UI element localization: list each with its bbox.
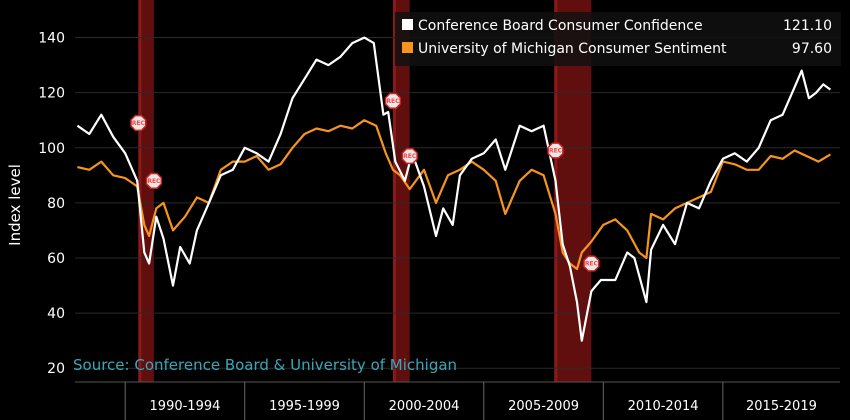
x-tick-label-1990-1994: 1990-1994 <box>150 399 221 414</box>
x-tick-label-1995-1999: 1995-1999 <box>269 399 340 414</box>
recession-marker-0 <box>130 114 147 132</box>
recession-marker-label-3: REC <box>403 153 417 160</box>
y-tick-label-140: 140 <box>38 31 65 47</box>
legend-swatch-sentiment <box>402 42 413 53</box>
recession-marker-label-5: REC <box>585 261 599 268</box>
x-tick-label-2010-2014: 2010-2014 <box>628 399 699 414</box>
recession-marker-4 <box>547 142 564 159</box>
recession-marker-5 <box>583 255 600 272</box>
x-tick-label-2000-2004: 2000-2004 <box>389 399 460 414</box>
recession-marker-label-2: REC <box>386 98 400 105</box>
recession-band-0 <box>138 0 154 382</box>
x-tick-label-2015-2019: 2015-2019 <box>746 399 817 414</box>
source-note: Source: Conference Board & University of… <box>73 356 457 374</box>
y-tick-label-60: 60 <box>47 251 65 267</box>
x-tick-label-2005-2009: 2005-2009 <box>508 399 579 414</box>
series-lines <box>76 36 832 342</box>
legend-value-sentiment: 97.60 <box>792 41 832 57</box>
y-tick-label-100: 100 <box>38 141 65 157</box>
recession-marker-label-0: REC <box>132 120 146 127</box>
y-tick-label-40: 40 <box>47 306 65 322</box>
y-tick-label-20: 20 <box>47 361 65 377</box>
y-tick-labels: 20 40 60 80 100 120 140 <box>38 31 65 378</box>
series-line-0 <box>76 36 832 342</box>
recession-band-edge-1 <box>392 0 396 382</box>
legend-box <box>395 12 841 66</box>
recession-marker-2 <box>384 92 402 110</box>
legend-value-confidence: 121.10 <box>783 18 832 34</box>
legend-label-sentiment: University of Michigan Consumer Sentimen… <box>418 41 727 57</box>
y-tick-label-120: 120 <box>38 86 65 102</box>
legend-label-confidence: Conference Board Consumer Confidence <box>418 18 703 34</box>
y-tick-label-80: 80 <box>47 196 65 212</box>
recession-band-edge-0 <box>138 0 142 382</box>
recession-markers: REC REC REC REC REC REC <box>130 92 600 272</box>
legend-swatch-confidence <box>402 19 413 30</box>
y-axis-label: Index level <box>6 164 24 246</box>
x-tick-labels: 1990-1994 1995-1999 2000-2004 2005-2009 2010… <box>150 399 817 414</box>
legend: Conference Board Consumer Confidence 121… <box>395 12 841 66</box>
recession-marker-label-1: REC <box>147 178 161 185</box>
series-line-1 <box>77 119 831 271</box>
y-grid <box>75 37 840 369</box>
recession-marker-1 <box>145 172 163 189</box>
x-dividers <box>75 381 840 420</box>
recession-marker-label-4: REC <box>549 148 563 155</box>
recession-marker-3 <box>401 147 418 165</box>
